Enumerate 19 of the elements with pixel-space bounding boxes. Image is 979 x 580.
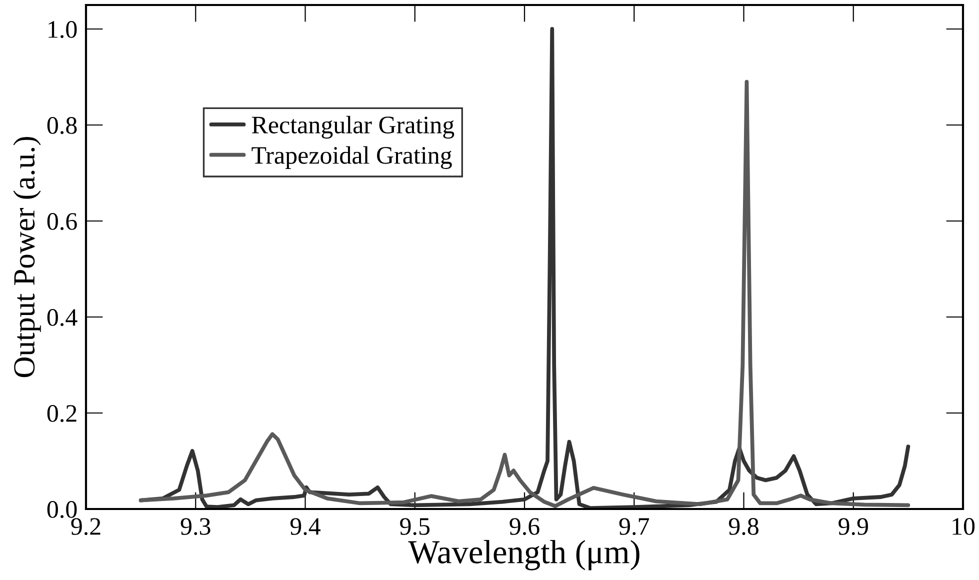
x-tick-label: 10 [952,518,975,535]
x-tick-label: 9.7 [619,518,650,536]
y-tick-label: 0.4 [47,309,78,326]
y-tick-label: 0.6 [47,213,77,230]
y-tick-label: 0.8 [47,117,77,134]
x-tick-label: 9.5 [400,518,430,536]
x-tick-label: 9.2 [71,518,100,536]
x-tick-label: 9.9 [838,518,868,536]
legend-label: Rectangular Grating [252,116,454,139]
y-axis-title: Output Power (a.u.) [13,136,41,378]
y-tick-label: 1.0 [48,21,77,38]
x-axis-title: Wavelength (μm) [408,540,640,570]
y-tick-label: 0.2 [47,405,76,422]
y-tick-label: 0.0 [47,501,77,518]
legend-label: Trapezoidal Grating [252,146,452,170]
x-tick-label: 9.3 [180,518,210,536]
x-tick-label: 9.4 [290,518,320,536]
x-tick-label: 9.6 [510,518,540,536]
x-tick-label: 9.8 [728,518,758,536]
